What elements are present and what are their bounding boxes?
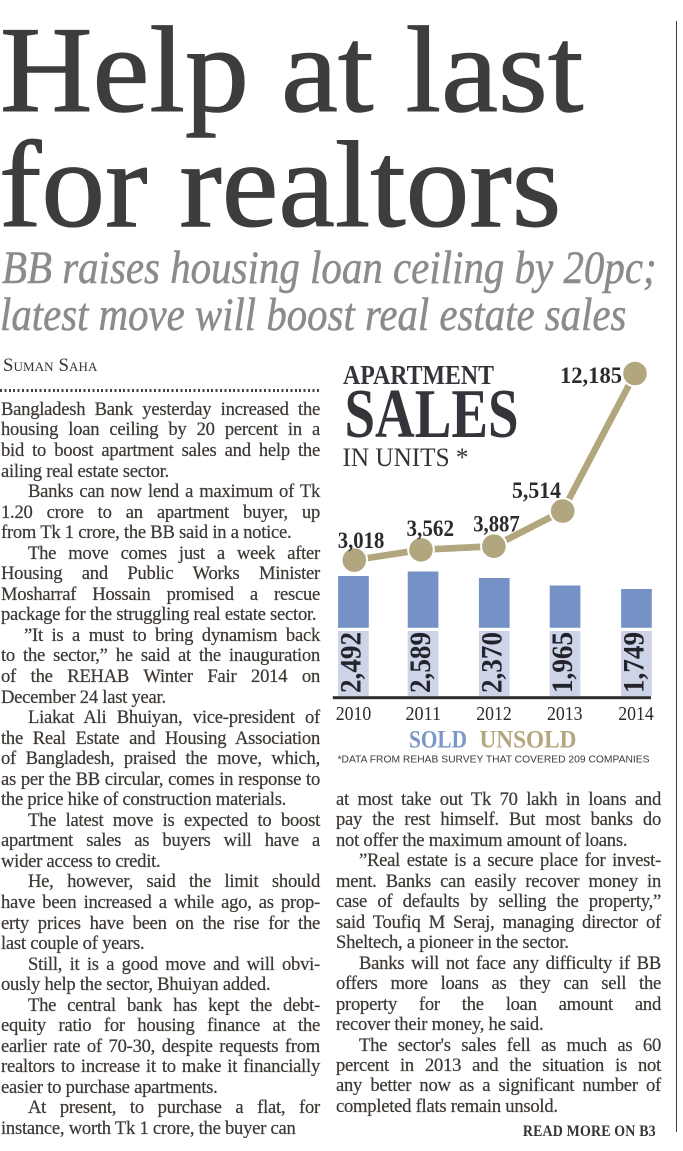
svg-text:SALES: SALES [345, 376, 519, 453]
svg-text:1,749: 1,749 [619, 632, 651, 693]
svg-text:2,370: 2,370 [476, 632, 508, 693]
svg-text:UNSOLD: UNSOLD [480, 725, 577, 754]
svg-text:2,492: 2,492 [336, 632, 368, 693]
svg-text:2014: 2014 [618, 703, 654, 725]
svg-text:*DATA FROM REHAB SURVEY THAT C: *DATA FROM REHAB SURVEY THAT COVERED 209… [338, 755, 650, 766]
svg-text:2011: 2011 [406, 703, 442, 725]
svg-text:2012: 2012 [476, 703, 512, 725]
svg-text:12,185: 12,185 [560, 363, 622, 388]
svg-text:1,965: 1,965 [547, 632, 579, 693]
svg-text:2013: 2013 [547, 703, 583, 725]
svg-text:3,018: 3,018 [338, 528, 385, 553]
svg-text:3,887: 3,887 [473, 512, 520, 537]
svg-text:IN UNITS *: IN UNITS * [343, 443, 469, 472]
svg-text:2,589: 2,589 [405, 632, 437, 693]
svg-text:APARTMENT: APARTMENT [343, 360, 494, 390]
svg-text:5,514: 5,514 [512, 478, 561, 503]
svg-text:2010: 2010 [336, 703, 372, 725]
svg-text:SOLD: SOLD [409, 725, 467, 754]
svg-text:3,562: 3,562 [407, 516, 455, 541]
